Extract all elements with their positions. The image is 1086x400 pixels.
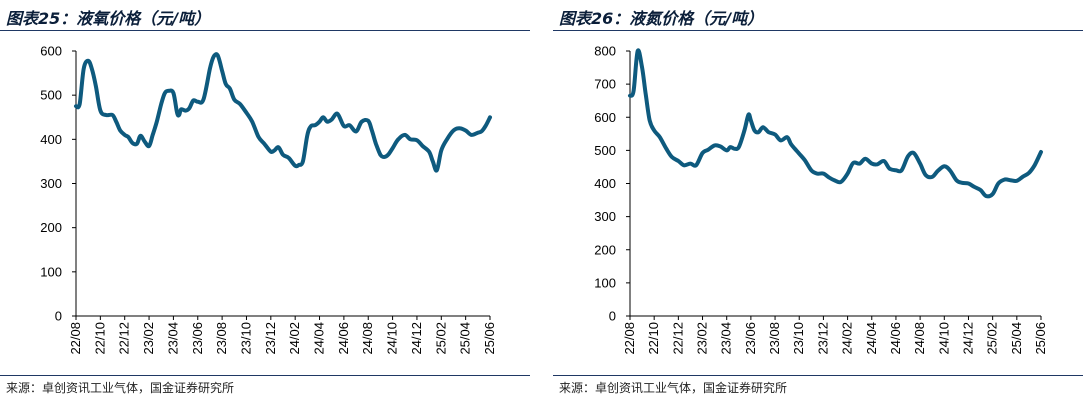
x-tick-label: 23/10 — [791, 322, 806, 355]
y-tick-label: 400 — [40, 132, 62, 147]
y-tick-label: 200 — [594, 242, 616, 257]
x-tick-label: 24/08 — [360, 322, 375, 355]
x-tick-label: 22/10 — [92, 322, 107, 355]
chart-title: 图表25：液氧价格（元/吨） — [6, 9, 211, 28]
y-tick-label: 100 — [594, 275, 616, 290]
x-tick-label: 24/02 — [287, 322, 302, 355]
x-tick-label: 24/10 — [936, 322, 951, 355]
x-tick-label: 22/08 — [622, 322, 637, 355]
chart-oxygen: 0 100 200 300 400 500 600 22/08 22/10 22/12 23/02 2… — [40, 44, 497, 355]
x-tick-label: 25/02 — [985, 322, 1000, 355]
title-divider — [0, 30, 530, 31]
x-tick-label: 23/08 — [214, 322, 229, 355]
x-tick-label: 25/02 — [433, 322, 448, 355]
x-tick-label: 22/08 — [68, 322, 83, 355]
x-tick-label: 23/02 — [141, 322, 156, 355]
series-line — [74, 52, 492, 173]
chart-source: 来源：卓创资讯工业气体，国金证券研究所 — [559, 381, 788, 395]
x-tick-label: 23/10 — [238, 322, 253, 355]
y-tick-label: 700 — [594, 77, 616, 92]
y-tick-label: 600 — [40, 44, 62, 59]
x-tick-label: 24/04 — [864, 322, 879, 355]
x-tick-label: 24/12 — [960, 322, 975, 355]
x-tick-label: 23/02 — [695, 322, 710, 355]
x-tick-label: 24/10 — [385, 322, 400, 355]
x-tick-label: 24/06 — [888, 322, 903, 355]
x-tick-label: 24/12 — [409, 322, 424, 355]
y-tick-label: 500 — [40, 88, 62, 103]
y-tick-label: 400 — [594, 176, 616, 191]
series-line — [628, 48, 1043, 199]
chart-source: 来源：卓创资讯工业气体，国金证券研究所 — [6, 381, 235, 395]
x-tick-label: 25/04 — [1009, 322, 1024, 355]
x-tick-label: 24/04 — [312, 322, 327, 355]
x-tick-label: 22/10 — [646, 322, 661, 355]
source-divider — [553, 375, 1083, 376]
chart-panel-nitrogen: 图表26：液氮价格（元/吨） 0 100 200 300 400 500 600 700 800… — [553, 0, 1086, 400]
x-tick-label: 22/12 — [670, 322, 685, 355]
y-tick-label: 200 — [40, 220, 62, 235]
chart-title: 图表26：液氮价格（元/吨） — [559, 9, 764, 28]
title-divider — [553, 30, 1083, 31]
y-tick-label: 300 — [594, 209, 616, 224]
x-tick-label: 24/06 — [336, 322, 351, 355]
y-tick-label: 100 — [40, 264, 62, 279]
y-tick-label: 0 — [55, 309, 62, 324]
x-tick-label: 25/06 — [1033, 322, 1048, 355]
x-tick-label: 23/06 — [743, 322, 758, 355]
x-tick-label: 25/04 — [458, 322, 473, 355]
x-tick-label: 22/12 — [117, 322, 132, 355]
x-tick-label: 23/04 — [165, 322, 180, 355]
x-tick-label: 25/06 — [482, 322, 497, 355]
x-tick-label: 23/12 — [263, 322, 278, 355]
x-tick-label: 23/12 — [815, 322, 830, 355]
x-tick-label: 24/08 — [912, 322, 927, 355]
y-tick-label: 500 — [594, 143, 616, 158]
y-tick-label: 300 — [40, 176, 62, 191]
x-tick-label: 23/08 — [767, 322, 782, 355]
y-tick-label: 800 — [594, 44, 616, 59]
x-tick-label: 24/02 — [840, 322, 855, 355]
y-tick-label: 0 — [609, 309, 616, 324]
source-divider — [0, 375, 530, 376]
y-tick-label: 600 — [594, 110, 616, 125]
chart-nitrogen: 0 100 200 300 400 500 600 700 800 22/08 22/10 22/12… — [594, 44, 1048, 355]
x-tick-label: 23/04 — [719, 322, 734, 355]
chart-panel-oxygen: 图表25：液氧价格（元/吨） 0 100 200 300 400 500 600 22/08 2… — [0, 9, 530, 395]
x-tick-label: 23/06 — [190, 322, 205, 355]
